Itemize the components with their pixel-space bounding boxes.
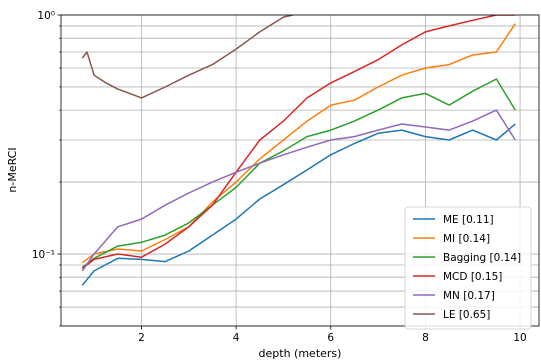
y-axis-title: n-MeRCI xyxy=(6,147,19,192)
legend-label: MN [0.17] xyxy=(443,290,495,302)
legend: ME [0.11] MI [0.14] Bagging [0.14] MCD [0.1… xyxy=(404,206,532,330)
series-line xyxy=(81,78,516,268)
legend-label: Bagging [0.14] xyxy=(443,252,521,264)
series-lines xyxy=(81,15,516,286)
legend-label: ME [0.11] xyxy=(443,214,494,226)
x-tick-label: 4 xyxy=(233,332,240,344)
series-line xyxy=(81,109,516,272)
legend-box xyxy=(404,206,532,330)
series-line xyxy=(81,15,294,99)
legend-label: LE [0.65] xyxy=(443,309,490,321)
x-tick-label: 6 xyxy=(327,332,334,344)
plot-frame xyxy=(60,14,540,327)
y-tick-label: 10⁰ xyxy=(37,10,55,22)
x-tick-label: 8 xyxy=(422,332,429,344)
x-tick-label: 2 xyxy=(138,332,145,344)
legend-label: MCD [0.15] xyxy=(443,271,502,283)
series-line xyxy=(81,23,516,264)
y-tick-label: 10⁻¹ xyxy=(32,249,55,261)
x-tick-label: 10 xyxy=(513,332,526,344)
series-line xyxy=(81,15,516,270)
series-line xyxy=(81,123,516,286)
x-axis-title: depth (meters) xyxy=(259,347,342,360)
ticks: 2 4 6 8 10 10⁻¹ 10⁰ xyxy=(32,10,527,344)
legend-label: MI [0.14] xyxy=(443,233,490,245)
